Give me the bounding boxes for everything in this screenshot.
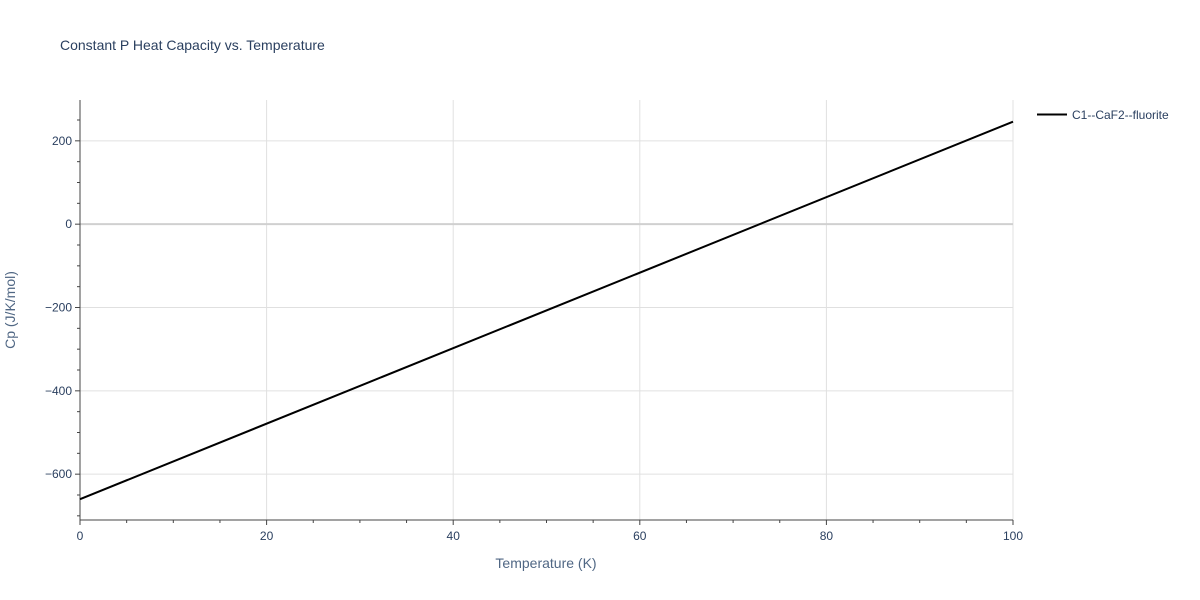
x-tick-label: 60	[633, 529, 647, 543]
series-line-c1-caf2-fluorite	[79, 120, 1014, 501]
x-axis-title: Temperature (K)	[495, 555, 596, 571]
y-tick-label: −600	[45, 467, 72, 481]
axes-layer	[75, 100, 1014, 525]
x-tick-label: 100	[1003, 529, 1023, 543]
y-axis-title: Cp (J/K/mol)	[2, 271, 18, 349]
y-tick-label: 200	[52, 134, 72, 148]
x-tick-label: 20	[260, 529, 274, 543]
y-tick-label: 0	[65, 217, 72, 231]
x-tick-label: 80	[820, 529, 834, 543]
chart-title: Constant P Heat Capacity vs. Temperature	[60, 37, 325, 53]
x-tick-label: 0	[77, 529, 84, 543]
y-tick-label: −400	[45, 384, 72, 398]
legend-label-c1-caf2-fluorite: C1--CaF2--fluorite	[1072, 108, 1169, 122]
y-tick-label: −200	[45, 301, 72, 315]
x-tick-label: 40	[447, 529, 461, 543]
legend[interactable]: C1--CaF2--fluorite	[1037, 108, 1169, 122]
ticks-layer: 0 20 40 60 80 100 −600 −400 −200 0 200	[45, 134, 1023, 543]
grid-layer	[80, 100, 1014, 520]
series-layer	[79, 120, 1014, 501]
